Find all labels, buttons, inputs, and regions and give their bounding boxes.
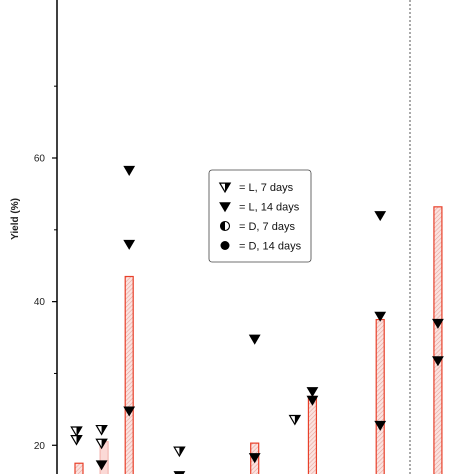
data-point-17 — [306, 395, 319, 406]
data-point-2 — [70, 435, 83, 446]
data-point-19 — [374, 211, 387, 222]
legend-marker-2 — [219, 202, 231, 213]
data-point-21 — [374, 420, 387, 431]
data-point-10 — [173, 446, 186, 458]
data-point-3 — [95, 424, 108, 436]
bar-3 — [124, 275, 134, 474]
legend-marker-3 — [219, 220, 231, 232]
y-axis-title: Yield (%) — [10, 198, 21, 240]
y-tick-label-40: 40 — [34, 297, 46, 308]
data-point-16 — [306, 387, 319, 398]
bar-9 — [433, 206, 443, 474]
data-point-5 — [95, 460, 108, 471]
data-point-4 — [95, 438, 108, 450]
data-point-1 — [70, 426, 83, 438]
points-layer — [70, 165, 444, 474]
data-point-22 — [432, 318, 444, 329]
legend-marker-4 — [220, 241, 230, 250]
data-point-7 — [123, 239, 136, 250]
data-point-11 — [173, 471, 186, 474]
data-point-6 — [123, 165, 136, 176]
legend-label-4: = D, 14 days — [239, 241, 302, 253]
data-point-14 — [288, 414, 302, 426]
bar-8 — [375, 318, 385, 474]
bar-7 — [307, 395, 318, 474]
data-point-13 — [248, 453, 261, 464]
bar-1 — [74, 462, 84, 474]
data-point-12 — [248, 334, 261, 345]
y-tick-label-60: 60 — [34, 154, 46, 165]
legend: = L, 7 days = L, 14 days = D, 7 days = D, 1… — [208, 169, 312, 263]
data-point-8 — [123, 406, 136, 417]
data-point-23 — [432, 356, 444, 367]
y-tick-label-20: 20 — [34, 441, 46, 452]
data-point-20 — [374, 311, 387, 322]
legend-label-3: = D, 7 days — [239, 221, 295, 233]
legend-marker-1 — [218, 182, 232, 194]
legend-label-1: = L, 7 days — [239, 182, 294, 194]
legend-box — [208, 169, 312, 263]
y-axis: 20 40 60 — [34, 0, 58, 474]
legend-label-2: = L, 14 days — [239, 202, 300, 214]
